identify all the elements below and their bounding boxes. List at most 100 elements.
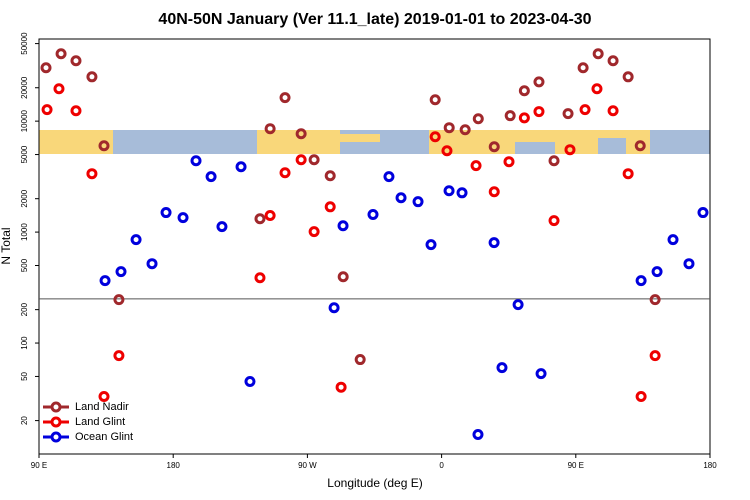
point xyxy=(99,275,111,287)
point xyxy=(518,85,530,97)
point xyxy=(697,207,709,219)
point xyxy=(564,144,576,156)
point xyxy=(324,201,336,213)
legend-marker xyxy=(50,431,62,443)
point xyxy=(70,105,82,117)
y-tick-label: 50000 xyxy=(20,32,29,55)
point xyxy=(308,154,320,166)
point xyxy=(429,131,441,143)
point xyxy=(622,71,634,83)
point xyxy=(635,390,647,402)
point xyxy=(425,239,437,251)
point xyxy=(86,71,98,83)
chart-title: 40N-50N January (Ver 11.1_late) 2019-01-… xyxy=(158,11,591,28)
point xyxy=(518,112,530,124)
point xyxy=(337,220,349,232)
legend-marker xyxy=(50,416,62,428)
point xyxy=(235,161,247,173)
point xyxy=(335,381,347,393)
y-tick-label: 50 xyxy=(20,371,29,380)
y-tick-label: 20 xyxy=(20,416,29,425)
point xyxy=(533,76,545,88)
point xyxy=(279,92,291,104)
y-axis-label: N Total xyxy=(0,227,13,264)
point xyxy=(55,48,67,60)
point xyxy=(512,299,524,311)
legend-label: Land Glint xyxy=(75,416,125,428)
map-strip xyxy=(39,130,710,154)
point xyxy=(651,266,663,278)
point xyxy=(115,266,127,278)
point xyxy=(548,155,560,167)
point xyxy=(503,156,515,168)
point xyxy=(367,209,379,221)
point xyxy=(683,258,695,270)
point xyxy=(53,83,65,95)
point xyxy=(488,186,500,198)
y-tick-label: 1000 xyxy=(20,223,29,241)
point xyxy=(70,55,82,67)
point xyxy=(635,275,647,287)
y-tick-label: 20000 xyxy=(20,76,29,99)
point xyxy=(535,368,547,380)
x-tick-label: 90 W xyxy=(298,461,317,470)
point xyxy=(40,62,52,74)
point xyxy=(504,110,516,122)
point xyxy=(496,362,508,374)
point xyxy=(190,155,202,167)
point xyxy=(295,128,307,140)
plot-frame xyxy=(38,38,711,455)
point xyxy=(130,234,142,246)
x-tick-label: 0 xyxy=(439,461,444,470)
point xyxy=(146,258,158,270)
x-tick-label: 180 xyxy=(167,461,181,470)
point xyxy=(328,302,340,314)
y-tick-label: 10000 xyxy=(20,109,29,132)
legend-label: Ocean Glint xyxy=(75,431,133,443)
point xyxy=(216,221,228,233)
point xyxy=(443,122,455,134)
point xyxy=(456,187,468,199)
point xyxy=(470,160,482,172)
point xyxy=(205,171,217,183)
x-tick-label: 180 xyxy=(703,461,717,470)
point xyxy=(98,390,110,402)
point xyxy=(577,62,589,74)
y-tick-label: 200 xyxy=(20,302,29,316)
point xyxy=(607,105,619,117)
legend-marker xyxy=(50,401,62,413)
y-tick-label: 2000 xyxy=(20,189,29,207)
point xyxy=(649,350,661,362)
point xyxy=(324,170,336,182)
legend-label: Land Nadir xyxy=(75,401,129,413)
point xyxy=(177,212,189,224)
point xyxy=(429,94,441,106)
point xyxy=(634,140,646,152)
point xyxy=(488,237,500,249)
x-tick-label: 90 E xyxy=(568,461,584,470)
point xyxy=(592,48,604,60)
y-tick-label: 100 xyxy=(20,336,29,350)
point xyxy=(548,215,560,227)
point xyxy=(649,294,661,306)
point xyxy=(412,196,424,208)
point xyxy=(41,104,53,116)
y-tick-label: 500 xyxy=(20,258,29,272)
point xyxy=(295,154,307,166)
point xyxy=(591,83,603,95)
x-tick-label: 90 E xyxy=(31,461,47,470)
point xyxy=(98,140,110,152)
point xyxy=(264,123,276,135)
point xyxy=(254,272,266,284)
point xyxy=(337,271,349,283)
point xyxy=(579,104,591,116)
point xyxy=(279,167,291,179)
point xyxy=(308,226,320,238)
point xyxy=(244,376,256,388)
point xyxy=(667,234,679,246)
point xyxy=(441,145,453,157)
point xyxy=(622,168,634,180)
point xyxy=(264,210,276,222)
point xyxy=(472,113,484,125)
